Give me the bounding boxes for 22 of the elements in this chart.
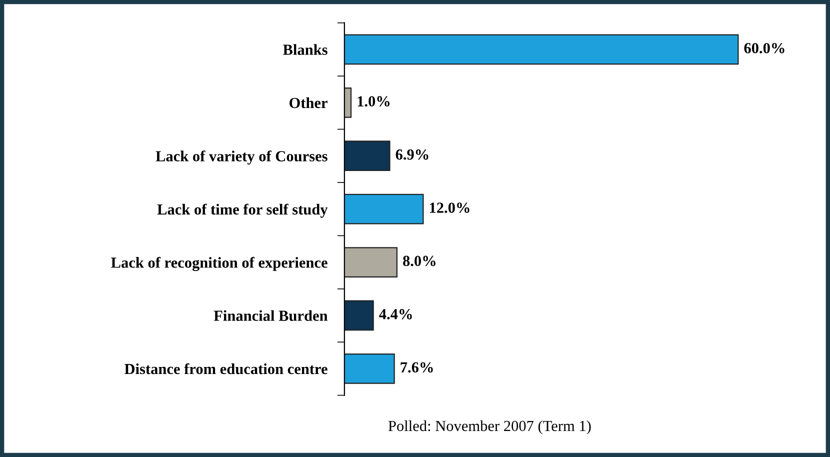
- y-tick-label: Lack of recognition of experience: [111, 256, 328, 272]
- data-label: 6.9%: [396, 149, 428, 160]
- data-label: 60.0%: [744, 42, 784, 54]
- data-label: 12.0%: [430, 202, 470, 213]
- data-label: 8.0%: [403, 256, 436, 266]
- y-tick-label: Other: [290, 97, 328, 108]
- data-label: 7.6%: [400, 362, 433, 373]
- text: Polled: November 2007 (Term 1): [388, 420, 591, 434]
- bar: [344, 140, 390, 172]
- bar: [344, 247, 398, 278]
- bar: [344, 300, 374, 331]
- data-label: 4.4%: [379, 309, 412, 320]
- y-tick-label: Lack of variety of Courses: [156, 150, 328, 165]
- bar: [344, 34, 739, 65]
- y-tick-label: Distance from education centre: [124, 363, 328, 374]
- y-tick-label: Blanks: [283, 44, 328, 55]
- y-tick-label: Lack of time for self study: [157, 204, 328, 218]
- bar: [344, 87, 352, 118]
- bar: [344, 354, 395, 384]
- bar: [344, 194, 424, 224]
- data-label: 1.0%: [358, 96, 390, 107]
- y-tick-label: Financial Burden: [214, 310, 328, 321]
